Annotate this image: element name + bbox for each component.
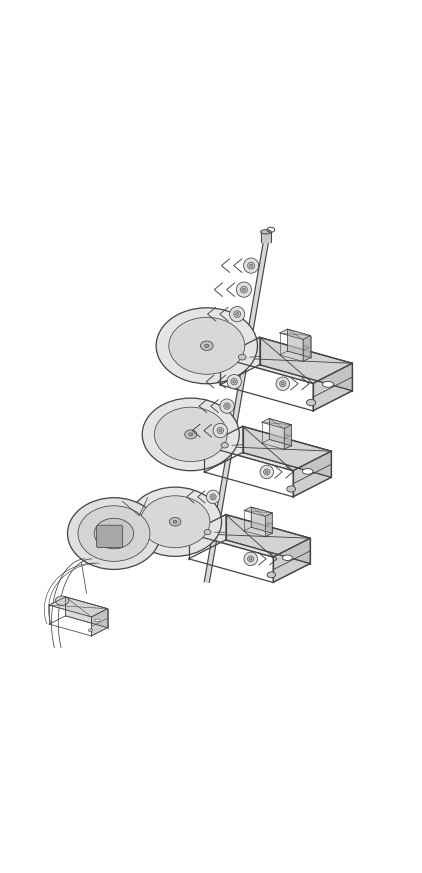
Circle shape: [236, 282, 252, 297]
Polygon shape: [220, 337, 352, 383]
Ellipse shape: [189, 433, 193, 436]
Ellipse shape: [185, 430, 197, 439]
Circle shape: [244, 552, 257, 566]
Circle shape: [276, 377, 289, 390]
Ellipse shape: [55, 596, 69, 605]
Circle shape: [231, 378, 238, 385]
Polygon shape: [273, 538, 310, 582]
Polygon shape: [65, 597, 108, 628]
Polygon shape: [244, 507, 272, 517]
Circle shape: [242, 288, 246, 292]
Ellipse shape: [221, 443, 228, 448]
Ellipse shape: [304, 346, 307, 347]
Polygon shape: [269, 418, 291, 445]
Circle shape: [280, 381, 286, 387]
Ellipse shape: [68, 498, 160, 569]
Polygon shape: [280, 329, 311, 340]
Circle shape: [210, 494, 216, 500]
Circle shape: [248, 556, 254, 562]
Polygon shape: [91, 608, 108, 636]
Circle shape: [213, 423, 227, 437]
Polygon shape: [303, 335, 311, 361]
Ellipse shape: [306, 399, 316, 406]
Ellipse shape: [267, 572, 276, 578]
Circle shape: [249, 558, 252, 560]
Ellipse shape: [301, 354, 304, 355]
Ellipse shape: [205, 344, 209, 347]
Polygon shape: [293, 451, 331, 497]
Ellipse shape: [89, 629, 93, 632]
Circle shape: [206, 490, 220, 504]
Circle shape: [212, 496, 214, 498]
Ellipse shape: [264, 530, 266, 532]
Circle shape: [241, 286, 247, 293]
Polygon shape: [204, 242, 268, 582]
Polygon shape: [226, 514, 310, 564]
Ellipse shape: [142, 398, 239, 471]
Ellipse shape: [129, 487, 222, 556]
Circle shape: [220, 399, 234, 413]
Polygon shape: [262, 418, 291, 429]
Circle shape: [226, 405, 228, 408]
Ellipse shape: [238, 354, 246, 360]
Ellipse shape: [78, 505, 150, 561]
Ellipse shape: [282, 555, 292, 560]
Ellipse shape: [94, 519, 134, 549]
Circle shape: [243, 258, 259, 273]
Ellipse shape: [140, 496, 210, 547]
Polygon shape: [260, 337, 352, 391]
Polygon shape: [251, 507, 272, 533]
Ellipse shape: [204, 530, 211, 535]
Circle shape: [230, 306, 245, 322]
Circle shape: [265, 471, 268, 473]
Circle shape: [281, 382, 284, 385]
Circle shape: [260, 465, 273, 478]
Polygon shape: [204, 426, 331, 471]
Ellipse shape: [303, 469, 313, 474]
Ellipse shape: [173, 520, 177, 523]
Ellipse shape: [266, 522, 269, 524]
Ellipse shape: [285, 434, 288, 436]
Ellipse shape: [95, 619, 100, 622]
Ellipse shape: [169, 317, 245, 375]
Polygon shape: [49, 597, 108, 617]
Circle shape: [233, 381, 235, 383]
Circle shape: [227, 375, 241, 388]
Ellipse shape: [154, 407, 227, 462]
Circle shape: [264, 469, 270, 475]
Polygon shape: [261, 232, 271, 243]
Ellipse shape: [169, 518, 181, 526]
FancyBboxPatch shape: [97, 526, 122, 547]
Circle shape: [217, 428, 224, 434]
Ellipse shape: [156, 308, 257, 384]
Circle shape: [235, 313, 239, 316]
Polygon shape: [284, 425, 291, 450]
Ellipse shape: [322, 382, 333, 388]
Circle shape: [249, 264, 253, 267]
Polygon shape: [313, 363, 352, 411]
Circle shape: [234, 311, 241, 318]
Ellipse shape: [200, 341, 213, 351]
Polygon shape: [189, 514, 310, 557]
Circle shape: [224, 402, 230, 409]
Circle shape: [219, 430, 222, 432]
Polygon shape: [265, 512, 272, 537]
Circle shape: [248, 262, 254, 269]
Ellipse shape: [287, 486, 296, 492]
Ellipse shape: [261, 230, 271, 234]
Polygon shape: [287, 329, 311, 358]
Polygon shape: [243, 426, 331, 478]
